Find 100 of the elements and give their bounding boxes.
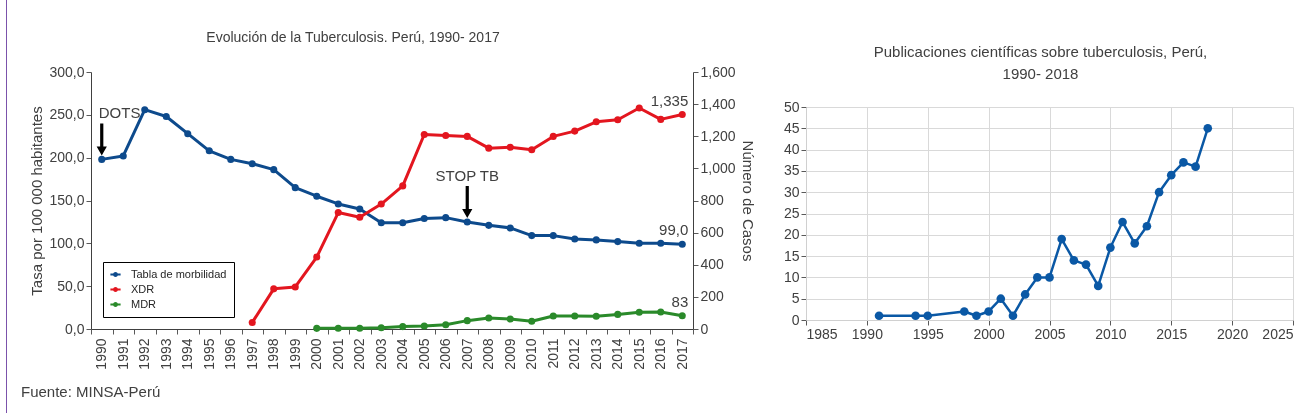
source-note: Fuente: MINSA-Perú: [21, 383, 161, 400]
x-tick-label: 1995: [200, 338, 217, 370]
y-tick-label: 45: [783, 119, 800, 136]
x-tick-label: 2005: [415, 338, 432, 370]
x-tick-label: 1985: [806, 325, 838, 342]
point: [635, 239, 643, 247]
x-tick-label: 1990: [93, 338, 110, 370]
point: [270, 285, 278, 293]
y2-tick-label: 600: [700, 224, 725, 241]
point: [356, 213, 364, 221]
x-tick-label: 1998: [265, 338, 282, 370]
y-tick-label: 30: [783, 183, 800, 200]
point: [678, 312, 686, 320]
point: [248, 318, 256, 326]
point: [528, 146, 536, 154]
x-tick-label: 1995: [912, 325, 945, 342]
x-tick-label: 2003: [372, 338, 389, 370]
y-tick-label: 0: [791, 311, 800, 328]
point: [657, 115, 665, 123]
x-tick-label: 1990: [851, 325, 884, 342]
point: [399, 182, 407, 190]
x-tick-label: 2012: [566, 338, 583, 370]
point: [592, 236, 600, 244]
point: [635, 308, 643, 316]
legend-label: Tabla de morbilidad: [131, 267, 227, 280]
point: [528, 232, 536, 240]
x-tick-label: 2000: [973, 325, 1005, 342]
point: [377, 200, 385, 208]
point: [592, 118, 600, 126]
point: [442, 321, 450, 329]
data-label: 83: [671, 292, 689, 310]
y-tick-label: 250,0: [49, 106, 85, 123]
chart-title: Publicaciones científicas sobre tuberculosis, Perú, 1990- 2018: [873, 43, 1208, 82]
point: [399, 219, 407, 227]
x-tick-label: 1994: [179, 338, 196, 370]
point: [313, 324, 321, 332]
point: [506, 224, 514, 232]
point: [614, 310, 622, 318]
point: [571, 235, 579, 243]
point: [334, 209, 342, 217]
point: [98, 155, 106, 163]
point: [571, 312, 579, 320]
point: [657, 239, 665, 247]
point: [141, 106, 149, 114]
point: [162, 113, 170, 121]
point: [356, 324, 364, 332]
point: [463, 218, 471, 226]
point: [485, 144, 493, 152]
y-axis-title: Tasa por 100 000 habitantes: [28, 106, 46, 296]
x-tick-label: 1992: [136, 338, 153, 370]
point: [356, 205, 364, 213]
point: [334, 324, 342, 332]
point: [442, 131, 450, 139]
point: [635, 104, 643, 112]
point: [463, 132, 471, 140]
x-tick-label: 2008: [480, 338, 497, 370]
x-tick-label: 2017: [673, 338, 690, 370]
y2-tick-label: 1,000: [700, 159, 736, 176]
y-tick-label: 150,0: [49, 192, 85, 208]
point: [485, 221, 493, 229]
x-tick-label: 2009: [501, 338, 518, 370]
y-tick-label: 300,0: [49, 63, 85, 80]
point: [270, 166, 278, 174]
x-tick-label: 2005: [1034, 325, 1066, 342]
x-tick-label: 2020: [1217, 325, 1249, 342]
point: [291, 283, 299, 291]
point: [463, 317, 471, 325]
point: [377, 324, 385, 332]
x-tick-label: 2007: [458, 338, 475, 370]
y-tick-label: 5: [791, 290, 800, 307]
point: [377, 219, 385, 227]
y2-tick-label: 0: [700, 320, 709, 337]
legend-label: MDR: [131, 297, 157, 310]
y2-tick-label: 400: [700, 256, 725, 273]
annotation: DOTS: [98, 104, 141, 122]
point: [313, 253, 321, 261]
annotation: STOP TB: [435, 166, 499, 184]
x-tick-label: 2016: [652, 338, 669, 370]
x-tick-label: 2000: [308, 338, 325, 370]
y-tick-label: 35: [783, 162, 800, 179]
x-tick-label: 2013: [587, 338, 604, 370]
x-tick-label: 2015: [630, 338, 647, 370]
point: [571, 127, 579, 135]
point: [248, 160, 256, 168]
x-tick-label: 2015: [1156, 325, 1188, 342]
x-tick-label: 1999: [286, 338, 303, 370]
point: [442, 214, 450, 222]
point: [549, 132, 557, 140]
point: [420, 214, 428, 223]
point: [227, 155, 235, 163]
point: [184, 130, 192, 138]
point: [291, 184, 299, 192]
chart-title: Evolución de la Tuberculosis. Perú, 1990- 2017: [206, 29, 500, 45]
point: [420, 130, 428, 139]
x-tick-label: 1991: [114, 338, 131, 370]
x-tick-label: 1996: [222, 338, 239, 370]
point: [313, 192, 321, 200]
point: [657, 308, 665, 316]
y-tick-label: 10: [783, 268, 800, 285]
y2-axis-title: Número de Casos: [739, 140, 757, 262]
